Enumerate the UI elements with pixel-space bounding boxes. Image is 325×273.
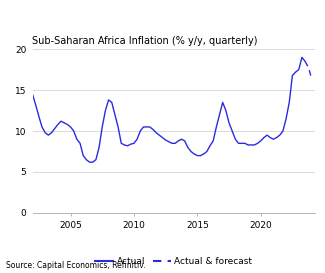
Legend: Actual, Actual & forecast: Actual, Actual & forecast bbox=[92, 254, 256, 270]
Text: Source: Capital Economics, Refinitiv.: Source: Capital Economics, Refinitiv. bbox=[6, 261, 146, 270]
Text: Sub-Saharan Africa Inflation (% y/y, quarterly): Sub-Saharan Africa Inflation (% y/y, qua… bbox=[32, 35, 258, 46]
